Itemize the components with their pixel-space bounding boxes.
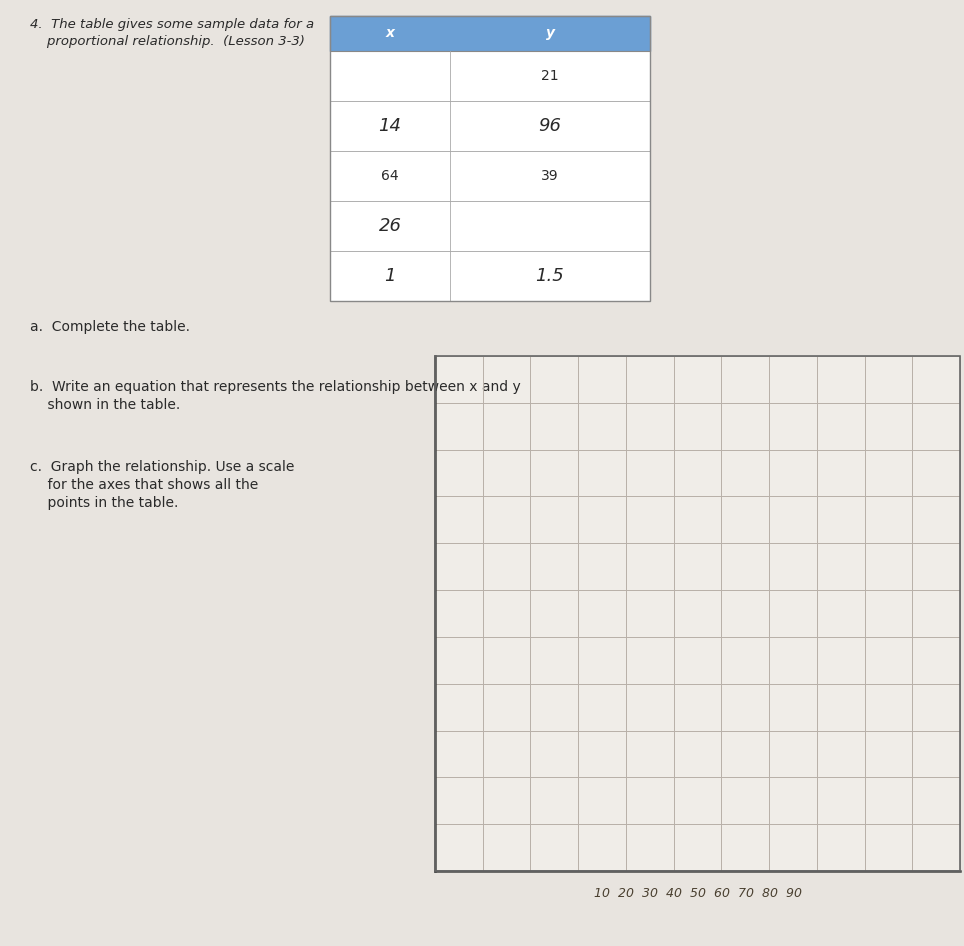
Bar — [330, 101, 650, 151]
Bar — [330, 16, 650, 51]
Bar — [330, 16, 650, 51]
Text: points in the table.: points in the table. — [30, 496, 178, 510]
Bar — [435, 356, 960, 871]
Text: 64: 64 — [381, 169, 399, 183]
Text: 39: 39 — [541, 169, 559, 183]
Bar — [330, 151, 650, 201]
Bar — [330, 201, 650, 251]
Text: c.  Graph the relationship. Use a scale: c. Graph the relationship. Use a scale — [30, 460, 294, 474]
Text: a.  Complete the table.: a. Complete the table. — [30, 320, 190, 334]
Text: 4.  The table gives some sample data for a: 4. The table gives some sample data for … — [30, 18, 314, 31]
Text: shown in the table.: shown in the table. — [30, 398, 180, 412]
Text: x: x — [386, 26, 394, 41]
Text: 14: 14 — [379, 117, 401, 135]
Text: y: y — [546, 26, 554, 41]
Bar — [330, 51, 650, 101]
Text: 1.5: 1.5 — [536, 267, 564, 285]
Text: proportional relationship.  (Lesson 3-3): proportional relationship. (Lesson 3-3) — [30, 35, 305, 48]
Text: 10  20  30  40  50  60  70  80  90: 10 20 30 40 50 60 70 80 90 — [594, 886, 801, 900]
Text: 26: 26 — [379, 217, 401, 235]
Text: for the axes that shows all the: for the axes that shows all the — [30, 478, 258, 492]
Text: 21: 21 — [541, 69, 559, 83]
Text: 1: 1 — [385, 267, 396, 285]
Bar — [435, 356, 960, 871]
Bar — [330, 16, 650, 301]
Text: 96: 96 — [539, 117, 561, 135]
Bar — [330, 251, 650, 301]
Text: b.  Write an equation that represents the relationship between x and y: b. Write an equation that represents the… — [30, 380, 521, 394]
